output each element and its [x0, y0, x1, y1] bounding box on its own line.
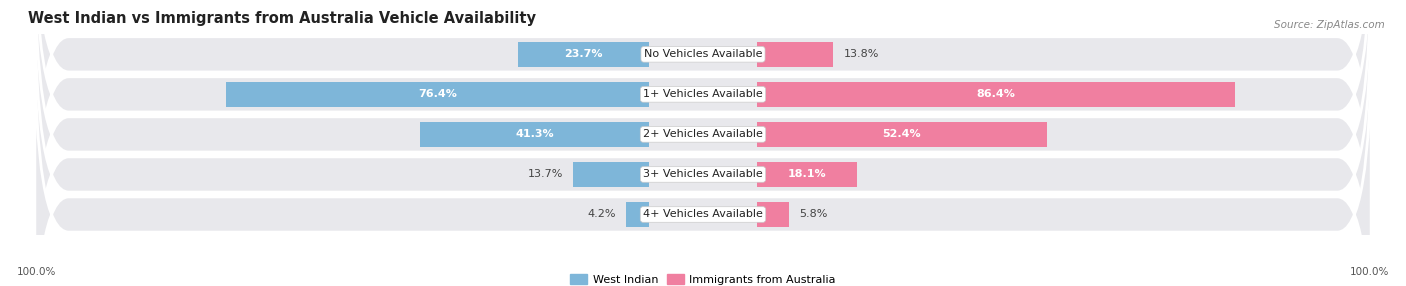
Text: 1+ Vehicles Available: 1+ Vehicles Available — [643, 90, 763, 99]
Text: Source: ZipAtlas.com: Source: ZipAtlas.com — [1274, 20, 1385, 30]
FancyBboxPatch shape — [35, 0, 1371, 286]
Bar — [574, 162, 650, 187]
Bar — [756, 42, 834, 67]
FancyBboxPatch shape — [35, 0, 1371, 277]
Text: 4.2%: 4.2% — [588, 210, 616, 219]
Legend: West Indian, Immigrants from Australia: West Indian, Immigrants from Australia — [565, 269, 841, 286]
Text: 100.0%: 100.0% — [1350, 267, 1389, 277]
Text: 23.7%: 23.7% — [564, 49, 603, 59]
Bar — [626, 202, 650, 227]
Bar — [226, 82, 650, 107]
Text: 2+ Vehicles Available: 2+ Vehicles Available — [643, 130, 763, 139]
Bar — [756, 82, 1234, 107]
Bar — [517, 42, 650, 67]
Text: 76.4%: 76.4% — [418, 90, 457, 99]
Text: 86.4%: 86.4% — [977, 90, 1015, 99]
Text: 41.3%: 41.3% — [516, 130, 554, 139]
Text: 4+ Vehicles Available: 4+ Vehicles Available — [643, 210, 763, 219]
Bar — [756, 202, 789, 227]
FancyBboxPatch shape — [35, 0, 1371, 237]
Text: 13.7%: 13.7% — [527, 170, 562, 179]
Text: West Indian vs Immigrants from Australia Vehicle Availability: West Indian vs Immigrants from Australia… — [28, 11, 536, 26]
Bar — [420, 122, 650, 147]
Text: No Vehicles Available: No Vehicles Available — [644, 49, 762, 59]
Bar — [756, 162, 858, 187]
Text: 52.4%: 52.4% — [883, 130, 921, 139]
FancyBboxPatch shape — [35, 0, 1371, 286]
Text: 18.1%: 18.1% — [787, 170, 827, 179]
Text: 100.0%: 100.0% — [17, 267, 56, 277]
Text: 13.8%: 13.8% — [844, 49, 879, 59]
Text: 3+ Vehicles Available: 3+ Vehicles Available — [643, 170, 763, 179]
Bar — [756, 122, 1047, 147]
FancyBboxPatch shape — [35, 32, 1371, 286]
Text: 5.8%: 5.8% — [799, 210, 828, 219]
